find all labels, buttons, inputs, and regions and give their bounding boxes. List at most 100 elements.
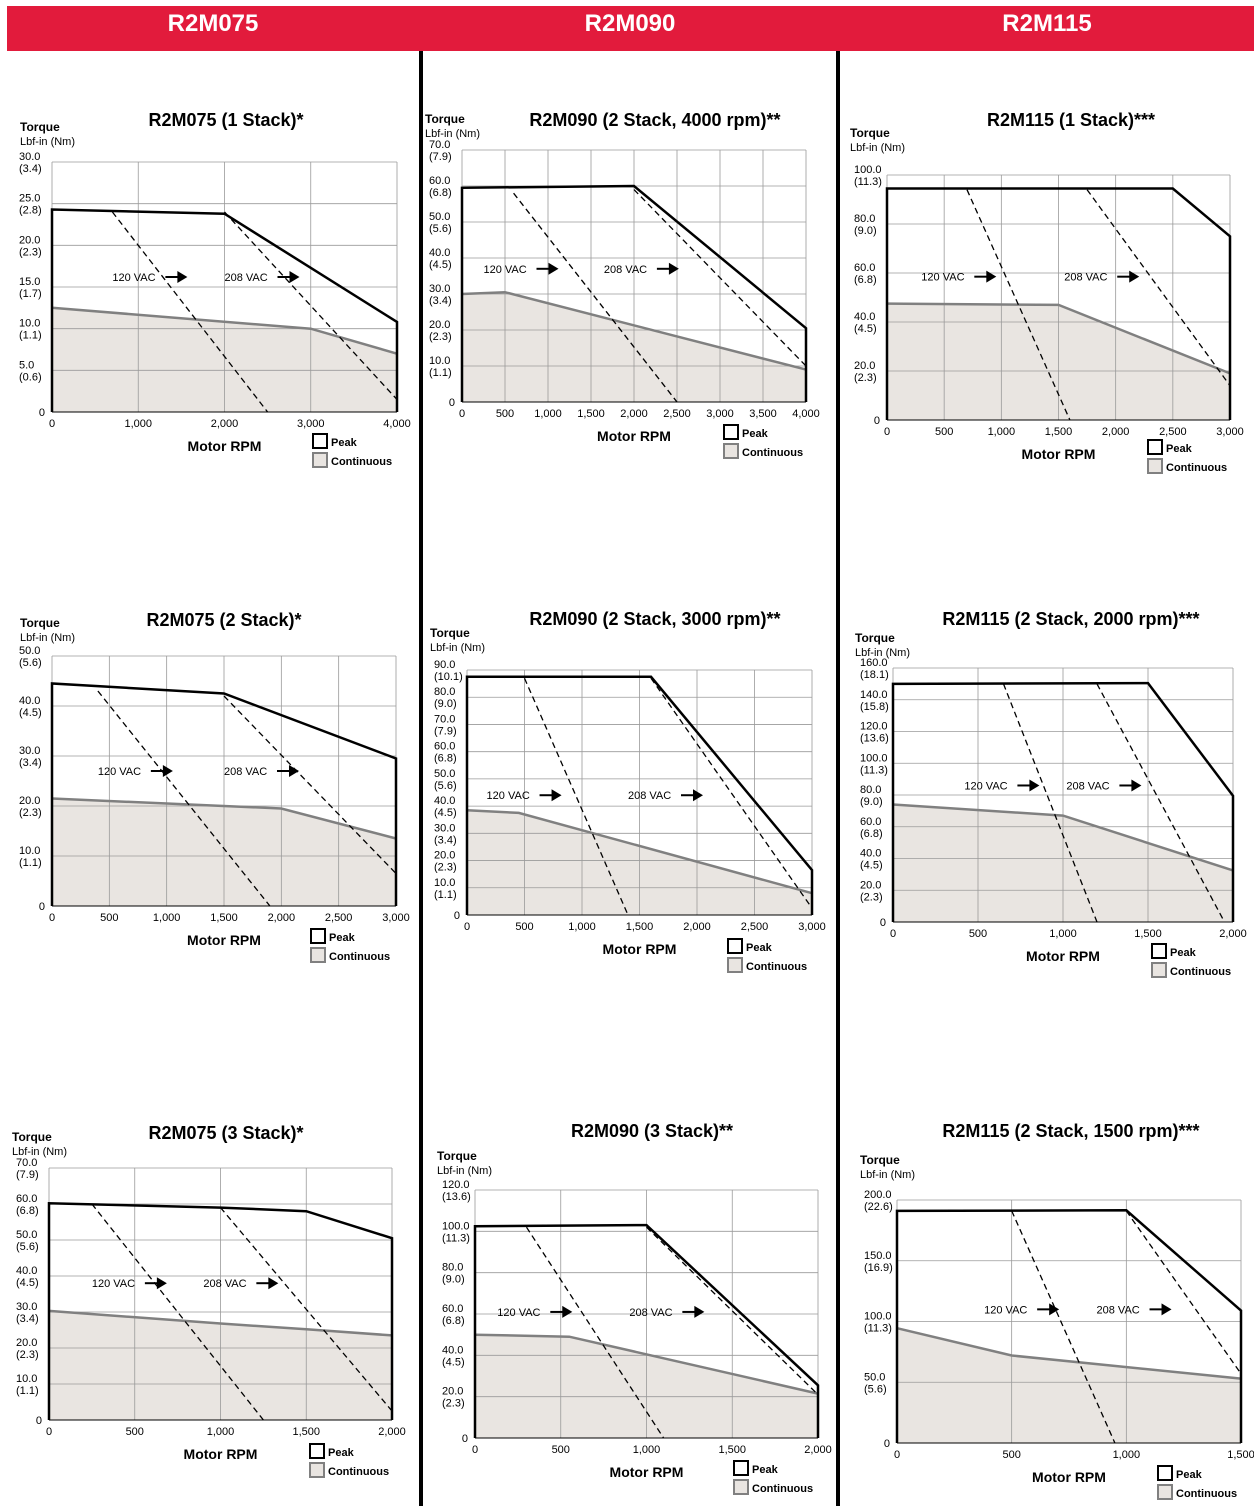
column-header-r2m075: R2M075 xyxy=(167,10,259,37)
y-tick-label-nm: (2.3) xyxy=(19,246,42,258)
x-tick-label: 1,000 xyxy=(633,1444,661,1456)
x-axis-label: Motor RPM xyxy=(603,941,677,957)
arrow-head-icon xyxy=(289,271,300,283)
y-tick-label: 30.0 xyxy=(16,1301,37,1313)
x-tick-label: 4,000 xyxy=(792,408,820,420)
x-tick-label: 500 xyxy=(1002,1449,1020,1461)
x-tick-label: 2,000 xyxy=(211,418,239,430)
label-208vac: 208 VAC xyxy=(224,766,267,778)
y-axis-unit: Lbf-in (Nm) xyxy=(850,142,905,154)
legend-peak-label: Peak xyxy=(1166,443,1193,455)
y-axis-unit: Lbf-in (Nm) xyxy=(860,1169,915,1181)
legend-peak-label: Peak xyxy=(752,1464,779,1476)
y-tick-label-nm: (11.3) xyxy=(854,176,882,188)
chart-title: R2M090 (2 Stack, 4000 rpm)** xyxy=(529,110,780,130)
y-axis-unit: Lbf-in (Nm) xyxy=(425,128,480,140)
x-tick-label: 1,500 xyxy=(292,1426,320,1438)
y-tick-label-nm: (4.5) xyxy=(854,323,877,335)
x-tick-label: 500 xyxy=(515,921,533,933)
x-tick-label: 1,000 xyxy=(1113,1449,1141,1461)
y-tick-label: 100.0 xyxy=(860,752,888,764)
line-208vac xyxy=(220,1207,393,1412)
y-tick-label: 0 xyxy=(449,397,455,409)
y-tick-label: 10.0 xyxy=(16,1373,37,1385)
y-tick-label-nm: (18.1) xyxy=(860,669,889,681)
y-tick-label: 20.0 xyxy=(19,234,40,246)
line-120vac xyxy=(966,189,1071,421)
x-tick-label: 0 xyxy=(894,1449,900,1461)
y-tick-label: 200.0 xyxy=(864,1189,892,1201)
line-208vac xyxy=(633,189,807,367)
legend-continuous-swatch xyxy=(733,1479,749,1495)
x-axis-label: Motor RPM xyxy=(597,428,671,444)
legend-peak-swatch xyxy=(312,433,328,449)
y-tick-label: 20.0 xyxy=(16,1337,37,1349)
y-tick-label: 40.0 xyxy=(434,795,455,807)
peak-series-line xyxy=(50,208,399,412)
y-tick-label: 50.0 xyxy=(19,645,40,657)
label-120vac: 120 VAC xyxy=(98,766,141,778)
legend-continuous-label: Continuous xyxy=(331,456,392,468)
y-tick-label-nm: (2.3) xyxy=(860,891,883,903)
legend-continuous-swatch xyxy=(727,957,743,973)
arrow-head-icon xyxy=(177,271,188,283)
y-tick-label: 0 xyxy=(874,415,880,427)
y-tick-label-nm: (2.3) xyxy=(19,807,42,819)
y-tick-label-nm: (13.6) xyxy=(860,733,889,745)
legend-continuous-swatch xyxy=(1147,458,1163,474)
label-208vac: 208 VAC xyxy=(225,272,268,284)
x-axis-label: Motor RPM xyxy=(610,1464,684,1480)
y-tick-label: 0 xyxy=(884,1438,890,1450)
label-208vac: 208 VAC xyxy=(1097,1304,1140,1316)
y-tick-label-nm: (9.0) xyxy=(442,1274,465,1286)
continuous-series-line xyxy=(51,306,398,355)
x-tick-label: 1,000 xyxy=(534,408,562,420)
y-tick-label-nm: (6.8) xyxy=(434,753,457,765)
continuous-area xyxy=(897,1328,1241,1443)
chart-r2m090-2-stack-4000: 120 VAC 208 VAC 0 500 1,000 1,500 2,000 2,500 3,… xyxy=(425,110,820,459)
y-tick-label-nm: (5.6) xyxy=(19,657,42,669)
label-120vac: 120 VAC xyxy=(487,790,530,802)
chart-title: R2M075 (1 Stack)* xyxy=(148,110,303,130)
y-axis-label: Torque xyxy=(20,616,60,630)
x-tick-label: 1,500 xyxy=(577,408,605,420)
label-208vac: 208 VAC xyxy=(628,790,671,802)
x-tick-label: 2,000 xyxy=(683,921,711,933)
y-tick-label: 0 xyxy=(462,1433,468,1445)
y-axis-label: Torque xyxy=(850,126,890,140)
y-tick-label-nm: (1.1) xyxy=(16,1385,39,1397)
y-axis-unit: Lbf-in (Nm) xyxy=(12,1146,67,1158)
y-tick-label: 60.0 xyxy=(860,816,881,828)
y-tick-label: 70.0 xyxy=(434,713,455,725)
x-tick-label: 500 xyxy=(100,912,118,924)
y-tick-label-nm: (5.6) xyxy=(864,1383,887,1395)
y-tick-label-nm: (5.6) xyxy=(16,1241,39,1253)
y-tick-label: 20.0 xyxy=(19,795,40,807)
line-120vac xyxy=(525,1226,665,1439)
y-tick-label: 120.0 xyxy=(442,1179,470,1191)
y-tick-label: 150.0 xyxy=(864,1250,892,1262)
y-tick-label-nm: (2.3) xyxy=(429,331,452,343)
peak-series-line xyxy=(891,681,1235,922)
legend-continuous-label: Continuous xyxy=(329,951,390,963)
y-tick-label: 10.0 xyxy=(429,355,450,367)
arrow-head-icon xyxy=(694,1305,705,1318)
arrow-head-icon xyxy=(548,262,559,275)
y-axis-label: Torque xyxy=(860,1153,900,1167)
y-tick-label: 40.0 xyxy=(860,848,881,860)
legend-peak-label: Peak xyxy=(328,1447,355,1459)
y-tick-label: 80.0 xyxy=(442,1262,463,1274)
y-tick-label: 100.0 xyxy=(442,1220,470,1232)
arrow-head-icon xyxy=(1131,779,1142,792)
y-tick-label-nm: (1.7) xyxy=(19,288,42,300)
x-tick-label: 3,000 xyxy=(297,418,325,430)
y-tick-label-nm: (16.9) xyxy=(864,1262,893,1274)
chart-title: R2M075 (2 Stack)* xyxy=(146,610,301,630)
y-tick-label-nm: (2.3) xyxy=(434,862,457,874)
y-tick-label: 0 xyxy=(36,1415,42,1427)
y-tick-label: 25.0 xyxy=(19,193,40,205)
x-tick-label: 2,500 xyxy=(1159,426,1187,438)
line-120vac xyxy=(523,677,629,916)
continuous-series-line xyxy=(896,1326,1242,1380)
x-axis-label: Motor RPM xyxy=(187,932,261,948)
